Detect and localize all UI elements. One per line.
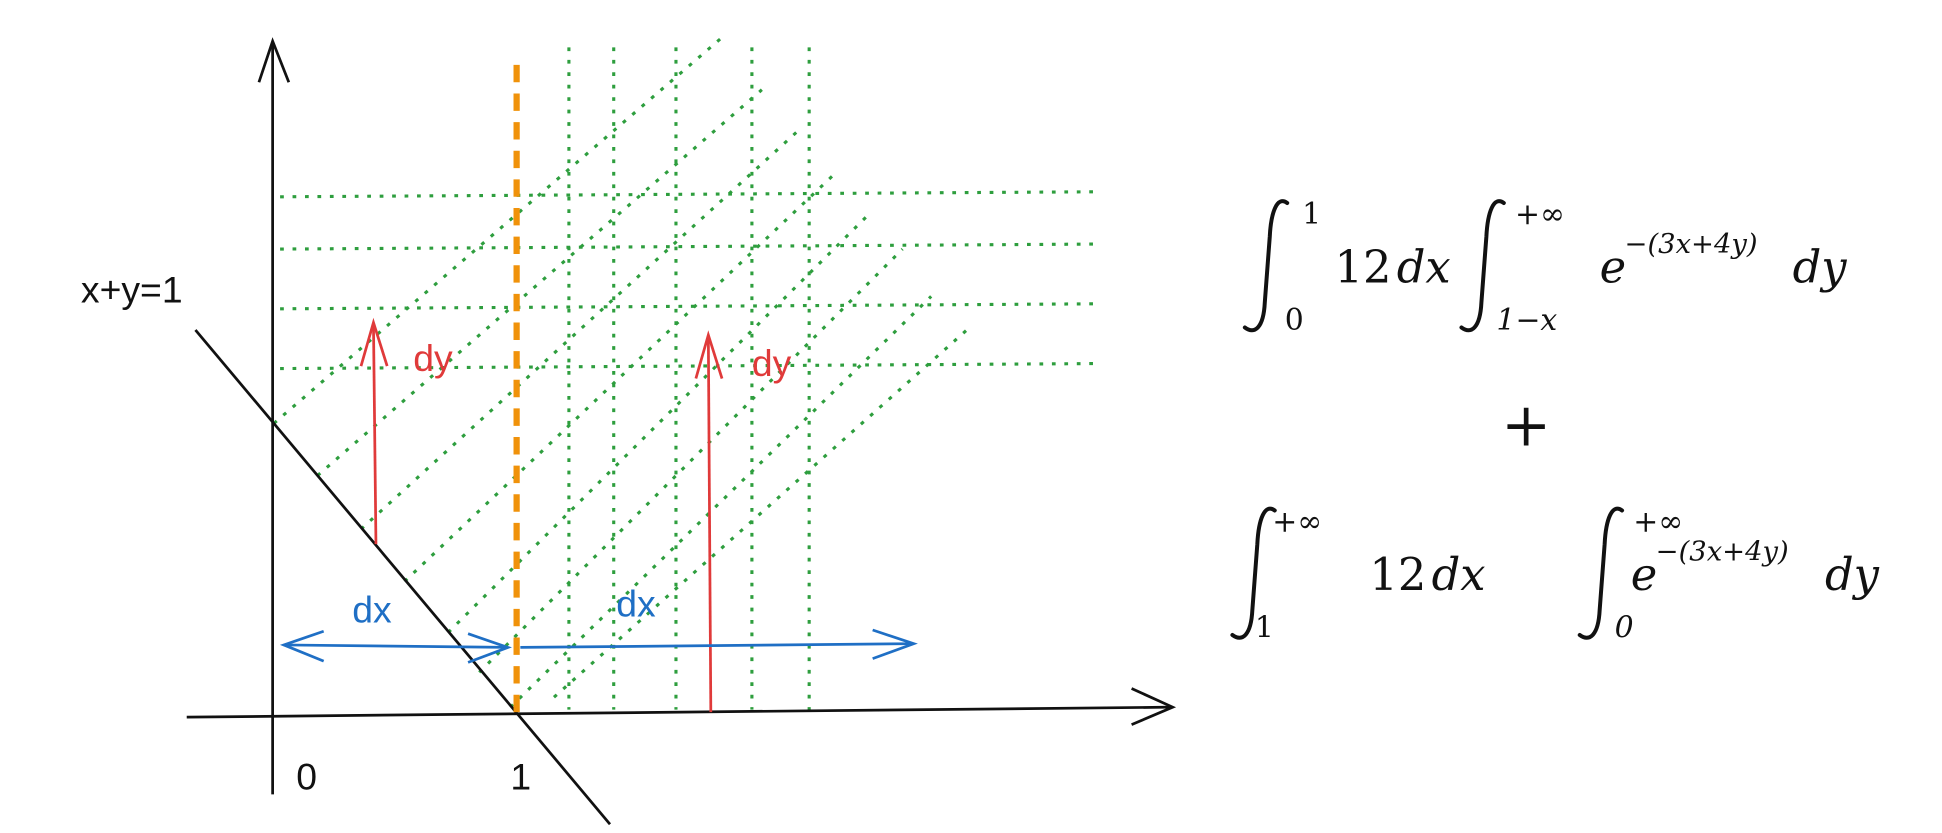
- integral-sign: [1242, 199, 1290, 333]
- upper-limit: +∞: [1633, 505, 1683, 540]
- upper-limit: 1: [1302, 197, 1321, 232]
- dy-label: dy: [413, 337, 453, 379]
- differential: dy: [1793, 241, 1848, 294]
- integral-sign: [1577, 506, 1625, 640]
- line-x-plus-y: [194, 329, 612, 826]
- grid-horizontal: [280, 242, 1094, 251]
- dx-arrow: [520, 642, 913, 649]
- grid-diagonal: [359, 130, 798, 531]
- axes: [186, 37, 1177, 826]
- dy-arrow: [706, 336, 713, 713]
- arrowhead: [359, 317, 389, 367]
- y-arrowhead: [257, 37, 291, 83]
- arrowhead: [872, 628, 918, 660]
- dx-arrow: [283, 643, 508, 649]
- plus-operator: +: [1501, 392, 1551, 461]
- upper-limit: +∞: [1272, 505, 1322, 540]
- grid-diagonal: [478, 247, 904, 674]
- lower-limit: 0: [1285, 303, 1304, 338]
- grid-horizontal: [280, 362, 1094, 371]
- grid-horizontal: [280, 302, 1094, 311]
- line-label: x+y=1: [81, 269, 183, 311]
- grid-horizontal: [280, 190, 1094, 199]
- arrowhead: [279, 629, 325, 663]
- exponential-base: e: [1600, 241, 1627, 294]
- x-axis: [186, 705, 1171, 719]
- arrowhead: [467, 632, 512, 664]
- exponential-base: e: [1631, 548, 1658, 601]
- integral-sign: [1230, 506, 1277, 640]
- dy-arrows: [359, 317, 724, 713]
- dy-label: dy: [752, 342, 792, 384]
- dx-label: dx: [616, 582, 656, 624]
- coefficient: 12: [1335, 241, 1392, 294]
- green-grid: [272, 36, 1094, 710]
- exponent: −(3x+4y): [1656, 536, 1789, 567]
- differential: dy: [1825, 548, 1880, 601]
- arrowhead: [694, 330, 724, 379]
- grid-diagonal: [316, 88, 763, 477]
- dx-arrows: [279, 628, 918, 664]
- lower-limit: 1: [1255, 610, 1274, 645]
- integral-sign: [1459, 199, 1506, 333]
- differential: dx: [1432, 548, 1486, 601]
- dx-label: dx: [352, 589, 392, 631]
- coefficient: 12: [1369, 548, 1426, 601]
- differential: dx: [1397, 241, 1451, 294]
- dy-arrow: [372, 323, 378, 545]
- lower-limit: 0: [1615, 610, 1634, 645]
- upper-limit: +∞: [1515, 197, 1565, 232]
- x-arrowhead: [1131, 687, 1177, 726]
- lower-limit: 1−x: [1496, 303, 1557, 338]
- x-tick-label: 1: [510, 755, 531, 797]
- exponent: −(3x+4y): [1625, 229, 1758, 260]
- x-tick-label: 0: [296, 755, 317, 797]
